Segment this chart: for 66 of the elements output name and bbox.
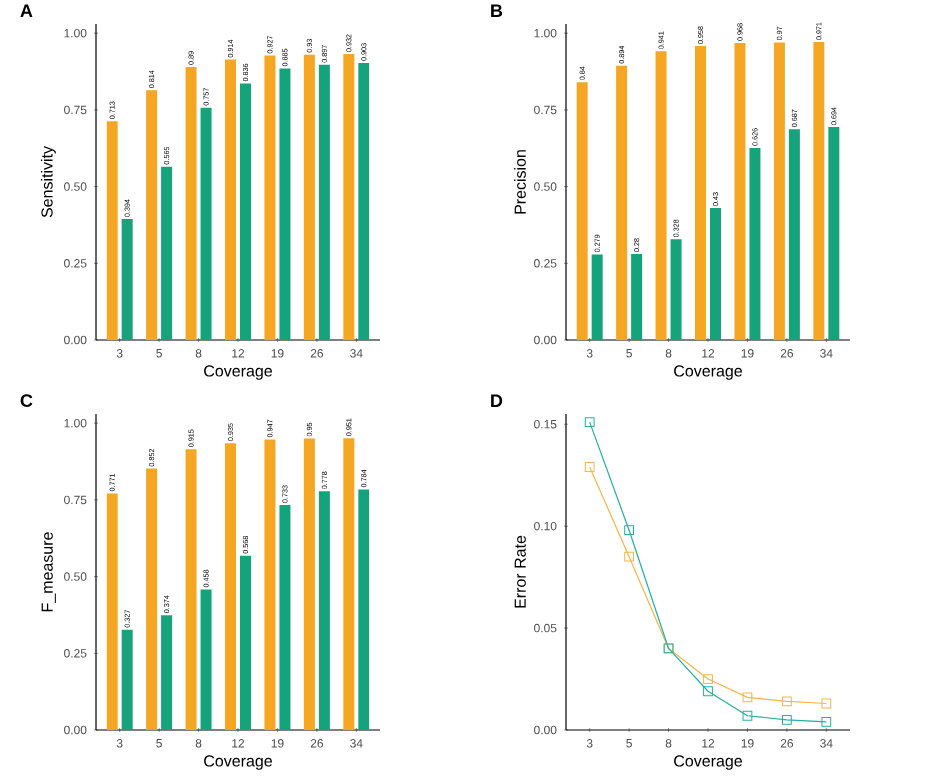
y-axis-title: Sensitivity bbox=[40, 146, 56, 218]
bar bbox=[670, 239, 682, 340]
chart-title: B bbox=[491, 4, 503, 17]
bar bbox=[225, 443, 236, 730]
point bbox=[821, 716, 832, 727]
bar bbox=[185, 449, 197, 730]
bar bbox=[200, 107, 212, 340]
bar bbox=[161, 615, 173, 730]
bar bbox=[828, 127, 840, 340]
bar bbox=[813, 42, 825, 340]
point bbox=[781, 714, 792, 725]
bar bbox=[773, 42, 785, 340]
bar bbox=[240, 555, 251, 730]
x-axis-title: Coverage bbox=[204, 365, 272, 380]
point bbox=[584, 462, 595, 472]
point bbox=[624, 551, 635, 562]
point bbox=[742, 710, 753, 721]
y-axis-title: Error Rate bbox=[514, 535, 526, 608]
point bbox=[703, 674, 713, 684]
bar bbox=[358, 489, 370, 730]
bar bbox=[591, 254, 603, 340]
chart-title: A bbox=[20, 4, 33, 17]
bar bbox=[106, 121, 118, 340]
bar bbox=[734, 43, 746, 340]
bar bbox=[788, 129, 800, 340]
bar bbox=[358, 62, 370, 340]
bar bbox=[655, 51, 667, 340]
bar bbox=[631, 254, 643, 340]
bar bbox=[264, 439, 276, 730]
point bbox=[703, 686, 713, 697]
bar bbox=[303, 54, 315, 340]
bar bbox=[749, 147, 761, 340]
bar bbox=[303, 438, 315, 730]
point bbox=[742, 692, 753, 703]
bar bbox=[200, 589, 212, 730]
bar bbox=[318, 64, 330, 340]
bar bbox=[343, 438, 355, 730]
bar bbox=[695, 46, 706, 340]
x-axis-title: Coverage bbox=[674, 755, 742, 770]
bar bbox=[146, 468, 158, 730]
bar bbox=[264, 55, 276, 340]
bar bbox=[279, 68, 291, 340]
bar bbox=[161, 166, 173, 340]
chart-title: C bbox=[20, 394, 33, 407]
bar bbox=[616, 65, 628, 340]
bar bbox=[576, 82, 588, 340]
point bbox=[821, 698, 832, 709]
bar bbox=[106, 493, 118, 730]
bar bbox=[240, 83, 251, 340]
point bbox=[584, 417, 595, 428]
bar bbox=[185, 66, 197, 340]
x-axis-title: Coverage bbox=[674, 365, 742, 380]
bar bbox=[710, 208, 721, 340]
bar bbox=[279, 505, 291, 730]
chart-title: D bbox=[491, 394, 503, 407]
bar bbox=[225, 59, 236, 340]
bar bbox=[146, 90, 158, 340]
bar bbox=[121, 219, 133, 340]
x-axis-title: Coverage bbox=[204, 755, 272, 770]
point bbox=[624, 525, 635, 536]
point bbox=[781, 696, 792, 707]
bar bbox=[343, 54, 355, 340]
y-axis-title: Precision bbox=[514, 150, 526, 214]
bar bbox=[121, 629, 133, 730]
bar bbox=[318, 491, 330, 730]
y-axis-title: F_measure bbox=[41, 532, 56, 612]
